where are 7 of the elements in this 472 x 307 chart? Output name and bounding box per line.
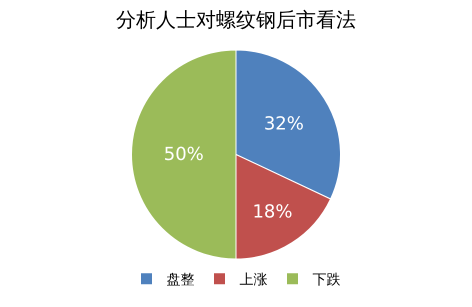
chart-title: 分析人士对螺纹钢后市看法 [116,7,356,32]
data-label: 50% [164,144,204,165]
legend-label: 盘整 [166,272,194,288]
legend-label: 下跌 [312,272,340,288]
data-label: 18% [252,201,292,222]
data-label: 32% [264,114,304,135]
legend-label: 上涨 [240,272,268,288]
